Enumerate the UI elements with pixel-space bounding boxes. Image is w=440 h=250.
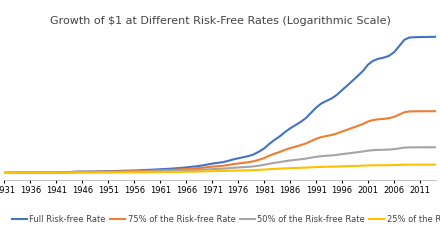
- 75% of the Risk-free Rate: [329, 134, 334, 136]
- 50% of the Risk-free Rate: [194, 168, 199, 172]
- 75% of the Risk-free Rate: [194, 167, 199, 170]
- Full Risk-free Rate: [2, 171, 7, 174]
- Full Risk-free Rate: [329, 97, 334, 100]
- Full Risk-free Rate: [7, 171, 12, 174]
- Full Risk-free Rate: [28, 171, 33, 174]
- 50% of the Risk-free Rate: [433, 146, 438, 149]
- 75% of the Risk-free Rate: [7, 171, 12, 174]
- 50% of the Risk-free Rate: [215, 168, 220, 170]
- Full Risk-free Rate: [194, 165, 199, 168]
- Full Risk-free Rate: [433, 35, 438, 38]
- 75% of the Risk-free Rate: [28, 171, 33, 174]
- 75% of the Risk-free Rate: [350, 126, 355, 129]
- Title: Growth of $1 at Different Risk-Free Rates (Logarithmic Scale): Growth of $1 at Different Risk-Free Rate…: [50, 16, 390, 26]
- 25% of the Risk-free Rate: [350, 164, 355, 168]
- 75% of the Risk-free Rate: [433, 110, 438, 113]
- 25% of the Risk-free Rate: [2, 171, 7, 174]
- Line: Full Risk-free Rate: Full Risk-free Rate: [4, 37, 436, 173]
- 50% of the Risk-free Rate: [7, 171, 12, 174]
- 25% of the Risk-free Rate: [7, 171, 12, 174]
- Line: 50% of the Risk-free Rate: 50% of the Risk-free Rate: [4, 147, 436, 173]
- 25% of the Risk-free Rate: [433, 163, 438, 166]
- Legend: Full Risk-free Rate, 75% of the Risk-free Rate, 50% of the Risk-free Rate, 25% o: Full Risk-free Rate, 75% of the Risk-fre…: [8, 211, 440, 227]
- 50% of the Risk-free Rate: [28, 171, 33, 174]
- Line: 75% of the Risk-free Rate: 75% of the Risk-free Rate: [4, 111, 436, 173]
- 25% of the Risk-free Rate: [215, 170, 220, 172]
- 25% of the Risk-free Rate: [194, 170, 199, 173]
- 75% of the Risk-free Rate: [2, 171, 7, 174]
- 75% of the Risk-free Rate: [215, 165, 220, 168]
- 50% of the Risk-free Rate: [329, 154, 334, 157]
- 25% of the Risk-free Rate: [329, 165, 334, 168]
- 50% of the Risk-free Rate: [2, 171, 7, 174]
- 25% of the Risk-free Rate: [28, 171, 33, 174]
- Full Risk-free Rate: [350, 79, 355, 82]
- Full Risk-free Rate: [215, 162, 220, 164]
- 50% of the Risk-free Rate: [350, 151, 355, 154]
- Line: 25% of the Risk-free Rate: 25% of the Risk-free Rate: [4, 164, 436, 173]
